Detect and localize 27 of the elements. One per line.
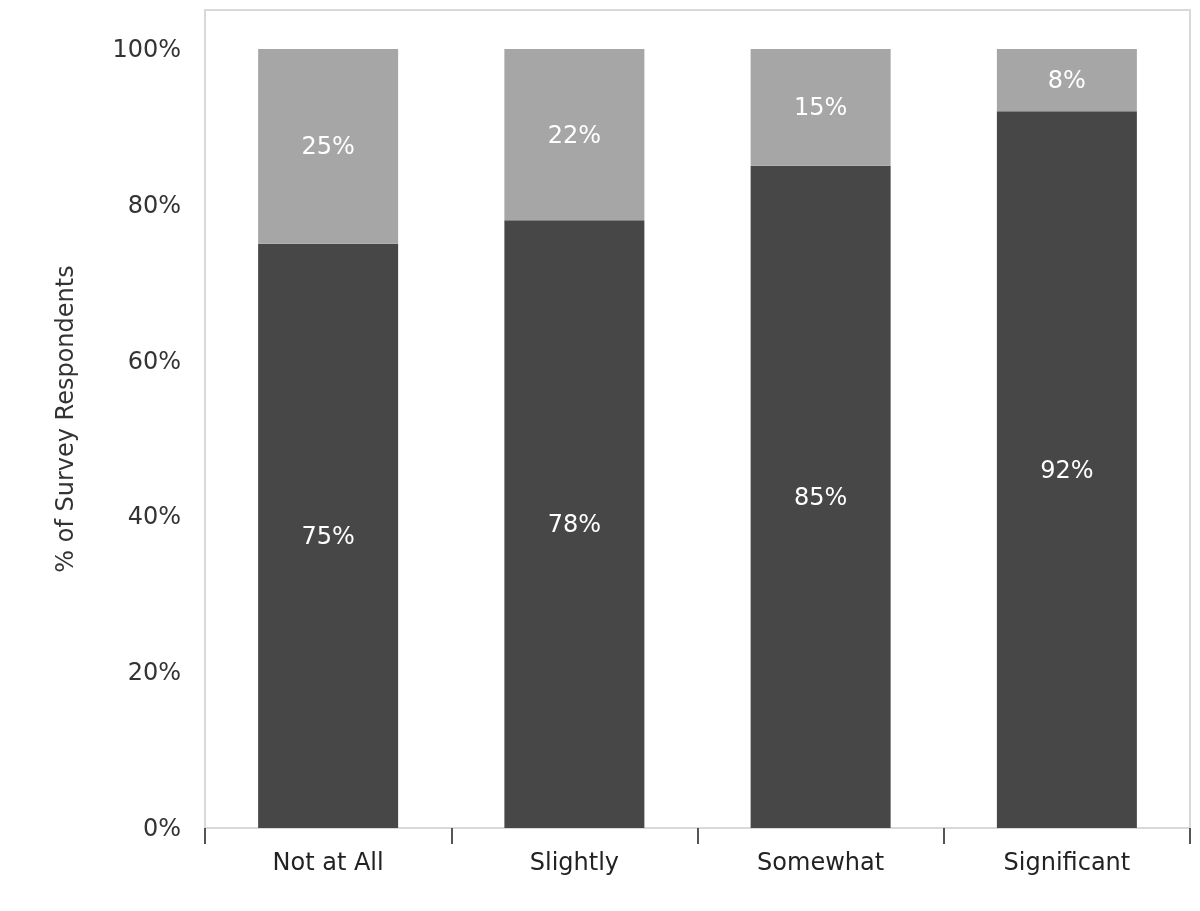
- y-axis-title: % of Survey Respondents: [51, 265, 79, 573]
- data-label: 22%: [547, 120, 602, 149]
- bar: [504, 48, 645, 221]
- y-tick-label: 20%: [127, 658, 181, 687]
- data-label: 78%: [547, 510, 602, 539]
- bar: [258, 243, 399, 828]
- x-tick-label: Slightly: [529, 848, 620, 876]
- x-tick-label: Not at All: [272, 848, 384, 876]
- bar: [996, 48, 1137, 112]
- data-label: 85%: [793, 482, 848, 511]
- bar: [750, 48, 891, 166]
- y-tick-label: 0%: [142, 814, 181, 842]
- y-tick-label: 40%: [127, 502, 181, 531]
- bar: [996, 111, 1137, 828]
- data-label: 8%: [1047, 66, 1086, 95]
- data-label: 25%: [301, 132, 355, 161]
- y-tick-label: 100%: [112, 34, 181, 63]
- bar: [504, 220, 645, 828]
- data-label: 15%: [793, 93, 848, 122]
- bar: [750, 165, 891, 828]
- bar: [258, 48, 399, 244]
- y-tick-label: 80%: [127, 190, 181, 219]
- x-tick-label: Somewhat: [757, 848, 885, 876]
- x-tick-label: Significant: [1003, 848, 1131, 876]
- data-label: 92%: [1040, 455, 1094, 484]
- data-label: 75%: [301, 521, 355, 550]
- y-tick-label: 60%: [127, 346, 181, 375]
